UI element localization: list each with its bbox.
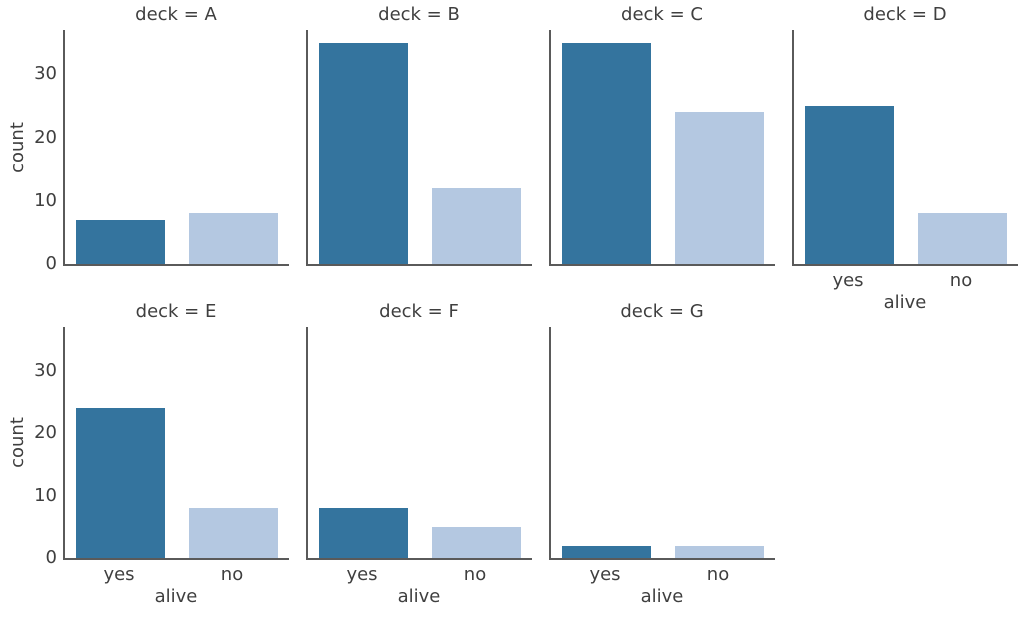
facet-title-deck-D: deck = D xyxy=(863,4,947,25)
facet-title-deck-A: deck = A xyxy=(135,4,217,25)
xtick-yes-deck-E: yes xyxy=(103,564,135,585)
x-axis-label-deck-E: alive xyxy=(154,586,198,607)
ytick-20: 20 xyxy=(34,127,57,148)
bar-deck-G-alive-yes xyxy=(562,546,651,558)
y-axis-label: count xyxy=(5,327,29,558)
xtick-no-deck-G: no xyxy=(706,564,730,585)
ytick-10: 10 xyxy=(34,485,57,506)
ytick-20: 20 xyxy=(34,422,57,443)
plot-area-deck-F xyxy=(306,327,532,560)
bar-deck-D-alive-yes xyxy=(805,106,894,264)
ytick-0: 0 xyxy=(45,253,57,274)
y-axis-label-text: count xyxy=(6,121,28,173)
bar-deck-B-alive-yes xyxy=(319,43,408,264)
plot-area-deck-B xyxy=(306,30,532,266)
facet-title-deck-F: deck = F xyxy=(379,301,459,322)
bar-deck-G-alive-no xyxy=(675,546,764,558)
xtick-no-deck-F: no xyxy=(463,564,487,585)
xtick-no-deck-E: no xyxy=(220,564,244,585)
y-axis-label: count xyxy=(5,30,29,264)
facet-title-deck-B: deck = B xyxy=(378,4,460,25)
y-axis-label-text: count xyxy=(6,417,28,468)
bar-deck-A-alive-yes xyxy=(76,220,165,264)
ytick-30: 30 xyxy=(34,360,57,381)
ytick-10: 10 xyxy=(34,190,57,211)
plot-area-deck-D xyxy=(792,30,1018,266)
bar-deck-F-alive-yes xyxy=(319,508,408,558)
facet-title-deck-E: deck = E xyxy=(135,301,217,322)
bar-deck-E-alive-no xyxy=(189,508,278,558)
bar-deck-B-alive-no xyxy=(432,188,521,264)
ytick-30: 30 xyxy=(34,63,57,84)
bar-deck-E-alive-yes xyxy=(76,408,165,558)
xtick-no-deck-D: no xyxy=(949,270,973,291)
xtick-yes-deck-D: yes xyxy=(832,270,864,291)
bar-deck-F-alive-no xyxy=(432,527,521,558)
plot-area-deck-A xyxy=(63,30,289,266)
facet-title-deck-C: deck = C xyxy=(621,4,703,25)
facet-title-deck-G: deck = G xyxy=(620,301,704,322)
plot-area-deck-G xyxy=(549,327,775,560)
bar-deck-C-alive-yes xyxy=(562,43,651,264)
x-axis-label-deck-F: alive xyxy=(397,586,441,607)
plot-area-deck-E xyxy=(63,327,289,560)
ytick-0: 0 xyxy=(45,547,57,568)
xtick-yes-deck-F: yes xyxy=(346,564,378,585)
bar-deck-C-alive-no xyxy=(675,112,764,264)
bar-deck-D-alive-no xyxy=(918,213,1007,264)
xtick-yes-deck-G: yes xyxy=(589,564,621,585)
bar-deck-A-alive-no xyxy=(189,213,278,264)
plot-area-deck-C xyxy=(549,30,775,266)
x-axis-label-deck-G: alive xyxy=(640,586,684,607)
x-axis-label-deck-D: alive xyxy=(883,292,927,313)
